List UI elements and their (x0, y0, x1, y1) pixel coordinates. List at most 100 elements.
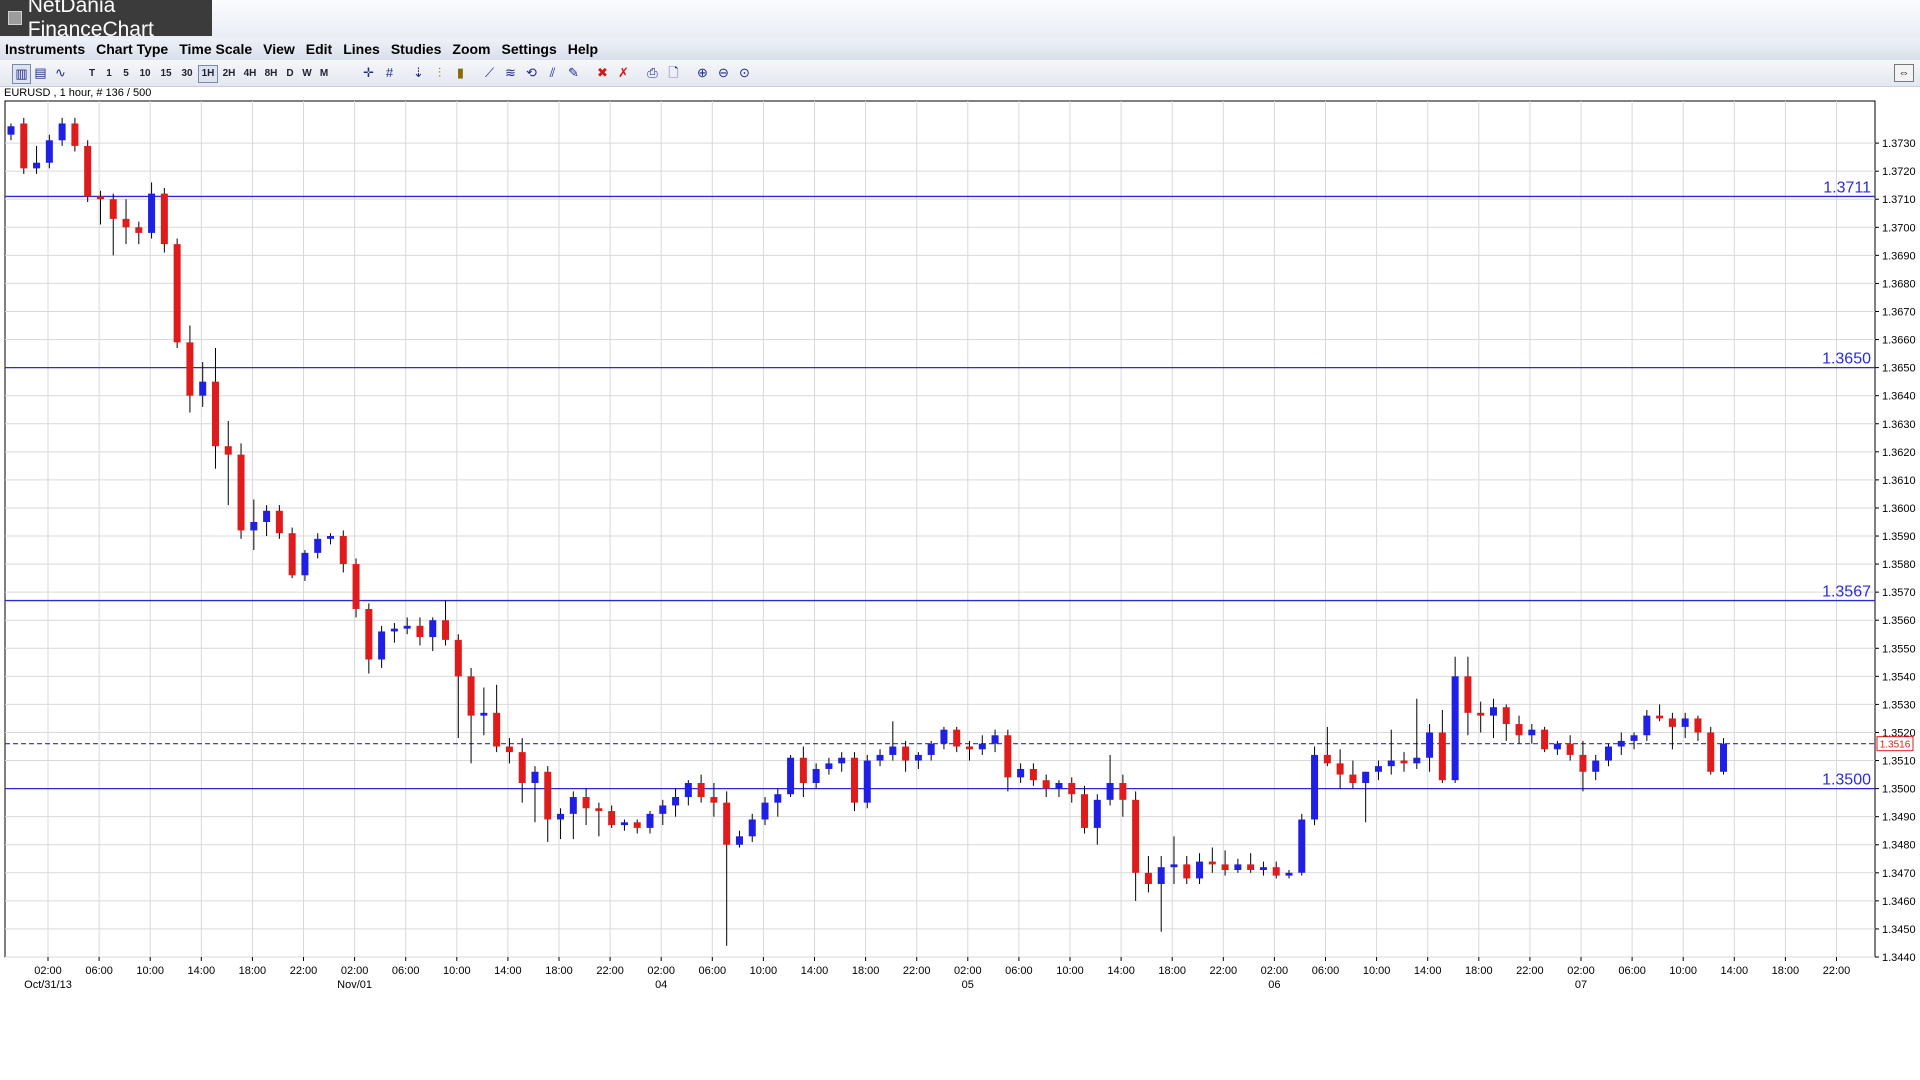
fib-icon[interactable]: ≋ (505, 65, 516, 80)
cycle-icon[interactable]: ⟲ (526, 65, 537, 80)
timeframe-t-button[interactable]: T (88, 68, 96, 79)
x-tick-label: 06:00 (1618, 965, 1646, 977)
dock-button[interactable]: ⇔ (1894, 64, 1914, 82)
timeframe-30-button[interactable]: 30 (181, 68, 193, 79)
candle (1323, 726, 1331, 767)
line-chart-icon[interactable]: ∿ (55, 65, 66, 80)
grid-icon[interactable]: # (385, 65, 394, 80)
candle (1426, 724, 1434, 772)
delete-all-icon[interactable]: ✗ (618, 65, 629, 80)
menu-edit[interactable]: Edit (305, 41, 333, 57)
timeframe-m-button[interactable]: M (319, 68, 329, 79)
candle-body (940, 729, 948, 744)
candle-body (1694, 718, 1702, 733)
timeframe-d-button[interactable]: D (286, 68, 294, 79)
bar-chart-icon[interactable]: ▤ (34, 65, 47, 80)
candle-body (467, 676, 475, 716)
candle (493, 684, 501, 753)
timeframe-5-button[interactable]: 5 (123, 68, 129, 79)
timeframe-10-button[interactable]: 10 (139, 68, 151, 79)
candle (1400, 752, 1408, 772)
candle (620, 819, 628, 831)
candle-body (1451, 676, 1459, 781)
candle-body (684, 782, 692, 798)
menu-studies[interactable]: Studies (390, 41, 442, 57)
timeframe-8h-button[interactable]: 8H (264, 68, 278, 79)
candle-body (1157, 867, 1165, 885)
candle (122, 199, 130, 245)
y-tick-label: 1.3450 (1882, 924, 1916, 936)
price-chart[interactable]: 1.3440 1.3450 1.3460 1.3470 1.3480 1.3490 1.35… (0, 98, 1920, 998)
menu-settings[interactable]: Settings (501, 41, 557, 57)
x-tick-label: 22:00 (596, 965, 624, 977)
timeframe-1h-button[interactable]: 1H (198, 65, 218, 83)
y-tick-label: 1.3490 (1882, 812, 1916, 824)
candle (1630, 732, 1638, 750)
bars-icon[interactable]: ▮ (456, 65, 465, 80)
x-tick-label: 18:00 (239, 965, 267, 977)
x-date-label: 04 (655, 979, 667, 991)
candle (927, 740, 935, 761)
x-tick-label: 02:00 (34, 965, 62, 977)
timeframe-1-button[interactable]: 1 (106, 68, 112, 79)
timeframe-4h-button[interactable]: 4H (243, 68, 257, 79)
candle-body (45, 140, 53, 163)
candle-body (1004, 735, 1012, 778)
candle-body (1234, 864, 1242, 870)
candle (480, 687, 488, 736)
arrow-down-icon[interactable]: ⇣ (413, 65, 424, 80)
x-date-label: Nov/01 (337, 979, 372, 991)
candle (1119, 774, 1127, 817)
candle (71, 117, 79, 152)
candle (1234, 858, 1242, 873)
current-price-box (1876, 736, 1914, 752)
zoom-in-icon[interactable]: ⊕ (697, 65, 708, 80)
zoom-reset-icon[interactable]: ⊙ (739, 65, 750, 80)
candle (1374, 760, 1382, 781)
menu-lines[interactable]: Lines (343, 41, 380, 57)
candle-body (978, 743, 986, 750)
zoom-out-icon[interactable]: ⊖ (718, 65, 729, 80)
menu-chart-type[interactable]: Chart Type (96, 41, 169, 57)
candle-body (902, 746, 910, 761)
menu-time-scale[interactable]: Time Scale (179, 41, 253, 57)
y-tick-label: 1.3670 (1882, 306, 1916, 318)
y-tick-label: 1.3660 (1882, 335, 1916, 347)
y-tick-label: 1.3610 (1882, 475, 1916, 487)
menu-zoom[interactable]: Zoom (452, 41, 491, 57)
timeframe-2h-button[interactable]: 2H (222, 68, 236, 79)
x-tick-label: 14:00 (1721, 965, 1749, 977)
candle (186, 325, 194, 413)
candle-body (659, 805, 667, 814)
trend-line-icon[interactable]: ⟋ (484, 65, 495, 80)
candle-body (1221, 864, 1229, 870)
menu-instruments[interactable]: Instruments (5, 41, 86, 57)
menu-view[interactable]: View (263, 41, 295, 57)
x-tick-label: 10:00 (1363, 965, 1391, 977)
candle (237, 443, 245, 539)
candle-body (1617, 740, 1625, 747)
candle-body (1489, 707, 1497, 716)
candle (109, 193, 117, 256)
candle (812, 763, 820, 789)
candle-body (953, 729, 961, 747)
volume-icon[interactable]: ⫶ (437, 65, 442, 80)
y-tick-label: 1.3600 (1882, 503, 1916, 515)
candle-body (378, 631, 386, 660)
y-tick-label: 1.3700 (1882, 222, 1916, 234)
candle (148, 182, 156, 239)
print-preview-icon[interactable]: 🗋 (668, 65, 679, 80)
delete-icon[interactable]: ✖ (597, 65, 608, 80)
candle (390, 623, 398, 643)
print-icon[interactable]: ⎙ (647, 65, 658, 80)
channel-icon[interactable]: ⫽ (549, 65, 556, 80)
candle-body (774, 794, 782, 803)
timeframe-w-button[interactable]: W (302, 68, 312, 79)
crosshair-icon[interactable]: ✛ (363, 65, 374, 80)
candle-body (109, 199, 117, 219)
x-tick-label: 06:00 (699, 965, 727, 977)
candlestick-icon[interactable]: ▥ (12, 64, 31, 84)
timeframe-15-button[interactable]: 15 (160, 68, 172, 79)
menu-help[interactable]: Help (567, 41, 599, 57)
edit-line-icon[interactable]: ✎ (568, 65, 579, 80)
